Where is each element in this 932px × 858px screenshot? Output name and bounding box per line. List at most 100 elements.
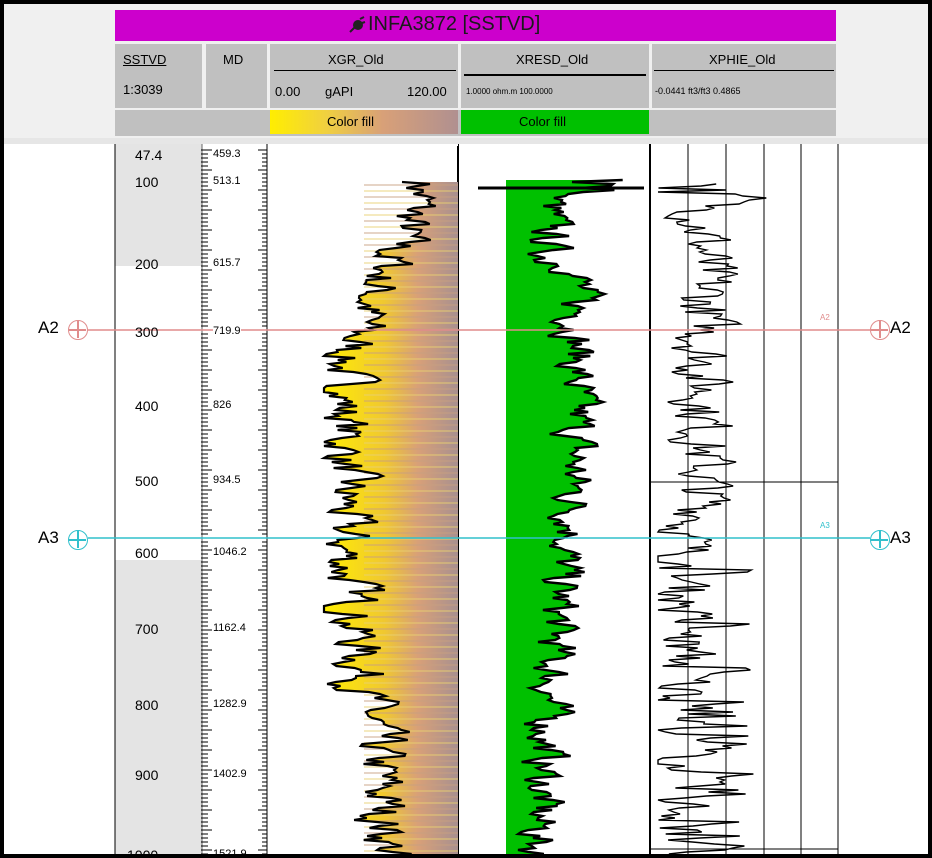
xgr-fill-band [364, 322, 458, 324]
xgr-curve [320, 180, 437, 854]
xgr-fill-band [364, 202, 458, 204]
xgr-fill-band [364, 394, 458, 396]
md-depth-label: 719.9 [213, 325, 241, 337]
xgr-fill-band [364, 568, 458, 570]
xgr-fill-band [364, 706, 458, 708]
xgr-fill-band [364, 490, 458, 492]
md-track-header[interactable] [206, 44, 267, 108]
xgr-fill-band [364, 838, 458, 840]
md-depth-label: 1282.9 [213, 698, 247, 710]
marker-a3-left-label: A3 [38, 528, 59, 547]
sstvd-depth-label: 47.4 [135, 147, 163, 163]
xgr-fill-band [364, 544, 458, 546]
xgr-fill-band [364, 352, 458, 354]
xgr-scale-line [274, 70, 456, 71]
xgr-fill-band [364, 478, 458, 480]
xgr-fill-band [364, 712, 458, 714]
xgr-fill-band [364, 658, 458, 660]
xgr-fill-band [364, 232, 458, 234]
xgr-fill-band [364, 406, 458, 408]
sstvd-depth-label: 600 [135, 545, 159, 561]
xgr-fill-band [364, 736, 458, 738]
xgr-fill-area [324, 182, 458, 854]
xgr-fill-band [364, 520, 458, 522]
sstvd-depth-label: 100 [135, 174, 159, 190]
xgr-fill-band [364, 250, 458, 252]
xgr-fill-band [364, 268, 458, 270]
xgr-fill-band [364, 448, 458, 450]
xgr-fill-band [364, 700, 458, 702]
marker-a3-right-label: A3 [890, 528, 911, 547]
sstvd-scale: 1:3039 [123, 82, 163, 97]
xgr-fill-band [364, 730, 458, 732]
xgr-fill-band [364, 610, 458, 612]
xgr-fill-band [364, 574, 458, 576]
xgr-fill-band [364, 292, 458, 294]
md-depth-label: 826 [213, 399, 232, 411]
log-tracks-canvas[interactable] [4, 144, 932, 858]
sstvd-shade-bottom [115, 560, 202, 854]
xgr-fill-band [364, 820, 458, 822]
xgr-fill-band [364, 598, 458, 600]
xgr-fill-band [364, 766, 458, 768]
xgr-track-header[interactable] [270, 44, 458, 108]
xgr-fill-band [364, 502, 458, 504]
xgr-color-fill-legend[interactable] [270, 110, 458, 134]
xgr-fill-band [364, 694, 458, 696]
xgr-fill-band [364, 484, 458, 486]
xgr-fill-band [364, 850, 458, 852]
xgr-fill-band [364, 832, 458, 834]
md-depth-label: 934.5 [213, 474, 241, 486]
xgr-fill-band [364, 808, 458, 810]
xgr-fill-band [364, 622, 458, 624]
well-title-bar[interactable] [115, 10, 836, 41]
xresd-track-header[interactable] [461, 44, 649, 108]
xresd-scale: 1.0000 ohm.m 100.0000 [466, 87, 553, 96]
md-depth-label: 1402.9 [213, 768, 247, 780]
xgr-fill-band [364, 298, 458, 300]
xgr-fill-band [364, 616, 458, 618]
well-icon [348, 16, 366, 34]
xgr-fill-band [364, 412, 458, 414]
xgr-fill-band [364, 358, 458, 360]
xgr-fill-band [364, 790, 458, 792]
sstvd-depth-label: 800 [135, 697, 159, 713]
xgr-fill-band [364, 472, 458, 474]
md-depth-label: 615.7 [213, 257, 241, 269]
xgr-fill-band [364, 382, 458, 384]
xresd-curve [514, 178, 623, 854]
xgr-unit: gAPI [325, 84, 354, 99]
marker-a2-right-icon[interactable] [870, 320, 890, 340]
xresd-fill-area [506, 180, 623, 854]
marker-a3-left-icon[interactable] [68, 530, 88, 550]
xgr-fill-band [364, 532, 458, 534]
sstvd-depth-label: 900 [135, 767, 159, 783]
xresd-track-name: XRESD_Old [516, 52, 589, 67]
sstvd-depth-label: 1000 [127, 847, 159, 858]
marker-a2-left-label: A2 [38, 318, 59, 337]
xphie-track-header[interactable] [652, 44, 836, 108]
xresd-color-fill-legend[interactable] [461, 110, 649, 134]
marker-a3-track-tag: A3 [820, 521, 830, 530]
xgr-fill-band [364, 376, 458, 378]
xgr-fill-band [364, 556, 458, 558]
xgr-fill-band [364, 718, 458, 720]
xgr-fill-band [364, 226, 458, 228]
xgr-fill-band [364, 454, 458, 456]
sstvd-depth-label: 500 [135, 473, 159, 489]
sstvd-track-header[interactable] [115, 44, 202, 108]
sstvd-shade-top [115, 144, 202, 266]
xgr-fill-band [364, 514, 458, 516]
marker-a3-right-icon[interactable] [870, 530, 890, 550]
xphie-track-name: XPHIE_Old [709, 52, 776, 67]
xgr-fill-band [364, 760, 458, 762]
xgr-fill-band [364, 592, 458, 594]
xgr-fill-band [364, 196, 458, 198]
marker-a2-left-icon[interactable] [68, 320, 88, 340]
xgr-fill-band [364, 400, 458, 402]
xgr-fill-band [364, 256, 458, 258]
md-depth-label: 1521.9 [213, 848, 247, 858]
xgr-max: 120.00 [407, 84, 447, 99]
xgr-fill-band [364, 334, 458, 336]
